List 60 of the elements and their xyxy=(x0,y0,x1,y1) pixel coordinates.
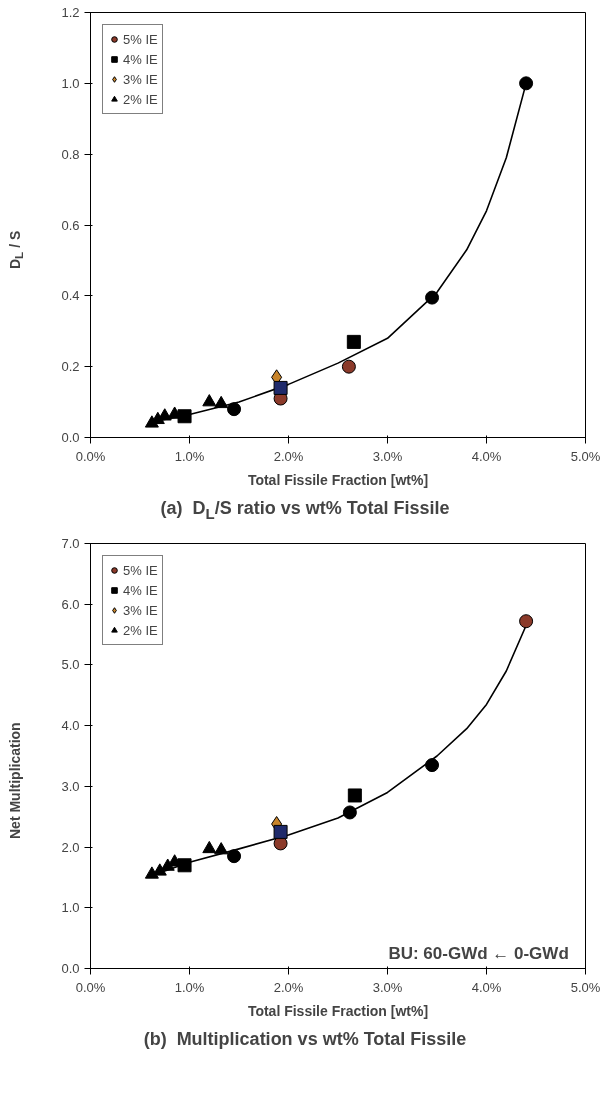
text: (a) D$_{L}$/S ratio vs wt% Total Fissile xyxy=(160,497,450,524)
x-axis-title: Total Fissile Fraction [wt%] xyxy=(247,471,429,488)
y-tick-label: 7.0 xyxy=(61,536,80,551)
x-tick-label: 0.0% xyxy=(75,979,106,995)
x-tick-label: 1.0% xyxy=(174,448,205,464)
point xyxy=(346,334,361,349)
point xyxy=(425,758,440,773)
y-tick-label: 0.0 xyxy=(61,961,80,976)
y-tick-label: 3.0 xyxy=(61,778,80,794)
x-tick-label: 0.0% xyxy=(75,448,106,464)
point xyxy=(214,395,229,409)
x-tick-label: 2.0% xyxy=(273,979,304,995)
y-tick-label: 5.0 xyxy=(61,657,80,673)
x-tick-label: 4.0% xyxy=(471,448,502,464)
x-tick-label: 5.0% xyxy=(570,979,601,995)
x-tick-label: 2.0% xyxy=(273,448,304,464)
point xyxy=(519,76,534,91)
point xyxy=(273,380,288,395)
x-tick-label: 3.0% xyxy=(372,979,403,995)
text: (b) Multiplication vs wt% Total Fissile xyxy=(143,1028,467,1051)
point xyxy=(341,359,356,374)
point xyxy=(202,394,217,407)
y-tick-label: 6.0 xyxy=(61,596,80,612)
point xyxy=(519,614,534,629)
y-tick-label: 0.4 xyxy=(61,288,80,304)
point xyxy=(227,402,242,417)
y-tick-label: 4.0 xyxy=(61,718,80,734)
point xyxy=(202,840,217,854)
legend-label: 2% IE xyxy=(123,622,158,638)
y-tick-label: 1.2 xyxy=(61,5,80,20)
x-tick-label: 4.0% xyxy=(471,979,502,995)
y-tick-label: 0.0 xyxy=(61,430,80,445)
point xyxy=(347,788,362,803)
x-tick-label: 1.0% xyxy=(174,979,205,995)
y-tick-label: 2.0 xyxy=(61,839,80,855)
point xyxy=(425,290,440,305)
legend-label: 3% IE xyxy=(123,602,158,618)
point xyxy=(177,858,192,873)
point xyxy=(227,849,242,864)
legend-label: 2% IE xyxy=(123,91,158,107)
point xyxy=(152,863,167,876)
y-axis-title: Net Multiplication xyxy=(6,722,24,840)
point xyxy=(177,409,192,424)
y-tick-label: 0.2 xyxy=(61,359,80,375)
x-tick-label: 5.0% xyxy=(570,448,601,464)
y-tick-label: 1.0 xyxy=(61,900,80,916)
point xyxy=(214,842,229,855)
legend-label: 4% IE xyxy=(123,51,158,67)
x-axis-title: Total Fissile Fraction [wt%] xyxy=(247,1002,429,1019)
legend-label: 4% IE xyxy=(123,582,158,598)
point xyxy=(273,824,288,839)
legend-label: 5% IE xyxy=(123,31,158,47)
legend-label: 5% IE xyxy=(123,562,158,578)
legend-label: 3% IE xyxy=(123,71,158,87)
annotation: BU: 60-GWd ← 0-GWd xyxy=(388,943,569,963)
y-tick-label: 0.8 xyxy=(61,146,80,162)
y-tick-label: 0.6 xyxy=(61,217,80,233)
x-tick-label: 3.0% xyxy=(372,448,403,464)
y-tick-label: 1.0 xyxy=(61,75,80,91)
point xyxy=(342,805,357,820)
